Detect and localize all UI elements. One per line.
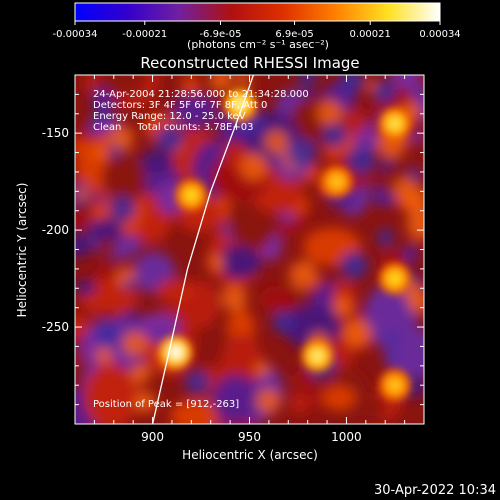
solar-limb-curve: [151, 75, 255, 424]
peak-position-label: Position of Peak = [912,-263]: [93, 399, 239, 410]
x-tick-label: 950: [238, 430, 261, 444]
colorbar-gradient: [75, 3, 440, 21]
colorbar-tick-label: 0.00021: [350, 29, 391, 40]
y-axis-label: Heliocentric Y (arcsec): [15, 183, 29, 318]
colorbar-tick-label: 0.00034: [419, 29, 460, 40]
colorbar-tick-label: -6.9e-05: [199, 29, 241, 40]
bright-source: [378, 262, 411, 295]
colorbar-frame: [74, 2, 441, 22]
x-tick-label: 1000: [331, 430, 362, 444]
bright-source: [378, 369, 411, 402]
info-line-time: 24-Apr-2004 21:28:56.000 to 21:34:28.000: [93, 89, 309, 100]
observation-info: 24-Apr-2004 21:28:56.000 to 21:34:28.000…: [93, 89, 309, 133]
colorbar-unit-label: (photons cm⁻² s⁻¹ asec⁻²): [187, 38, 329, 51]
x-tick-label: 900: [141, 430, 164, 444]
info-line-detectors: Detectors: 3F 4F 5F 6F 7F 8F, Att 0: [93, 100, 267, 111]
colorbar: -0.00034 -0.00021 -6.9e-05 6.9e-05 0.00021 0.…: [53, 2, 461, 51]
info-line-counts: Clean Total counts: 3.78E+03: [93, 122, 253, 133]
colorbar-ticks: -0.00034 -0.00021 -6.9e-05 6.9e-05 0.00021 0.…: [53, 21, 461, 40]
colorbar-tick-label: 6.9e-05: [275, 29, 313, 40]
info-line-energy: Energy Range: 12.0 - 25.0 keV: [93, 111, 246, 122]
timestamp: 30-Apr-2022 10:34: [374, 483, 496, 498]
colorbar-tick-label: -0.00034: [53, 29, 98, 40]
heatmap: [75, 75, 424, 424]
bright-source: [301, 340, 334, 373]
y-axis: -150 -200 -250: [42, 74, 424, 425]
y-tick-label: -200: [42, 223, 69, 237]
x-axis: 900 950 1000: [74, 75, 425, 444]
colorbar-tick-label: -0.00021: [122, 29, 167, 40]
bright-source: [378, 107, 411, 140]
y-tick-label: -250: [42, 320, 69, 334]
chart-title: Reconstructed RHESSI Image: [140, 54, 359, 72]
bright-source: [159, 336, 192, 369]
bright-source: [175, 179, 208, 212]
x-axis-label: Heliocentric X (arcsec): [182, 448, 318, 462]
bright-source: [320, 165, 353, 198]
y-tick-label: -150: [42, 126, 69, 140]
